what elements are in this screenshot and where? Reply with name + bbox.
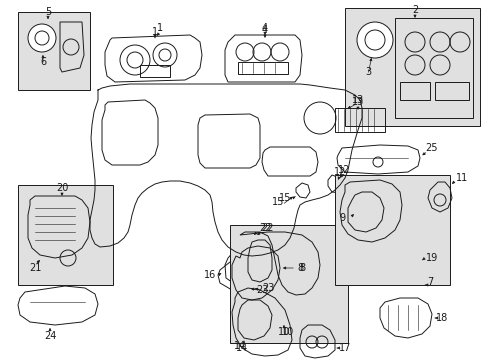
Text: 14: 14 [233,341,245,351]
Text: 22: 22 [261,223,274,233]
Bar [387,252,419,274]
Bar [345,8,479,126]
Circle shape [28,24,56,52]
Text: 1: 1 [152,27,158,37]
Text: 8: 8 [296,263,303,273]
Text: 4: 4 [262,23,267,33]
Bar [229,225,347,343]
Text: 25: 25 [425,143,437,153]
Text: 13: 13 [351,97,364,107]
Text: 22: 22 [258,223,271,233]
Bar [242,235,264,257]
Text: 14: 14 [235,343,247,353]
Text: 23: 23 [255,285,267,295]
Bar [434,82,468,100]
Bar [399,82,429,100]
Text: 19: 19 [425,253,437,263]
Text: 23: 23 [261,283,274,293]
Text: 2: 2 [411,5,417,15]
Text: 1: 1 [157,23,163,33]
Text: 3: 3 [364,67,370,77]
Text: 5: 5 [45,7,51,17]
Text: 15: 15 [278,193,290,203]
Text: 24: 24 [44,331,56,341]
Bar [334,175,449,285]
Text: 12: 12 [337,165,349,175]
Text: 21: 21 [29,263,41,273]
Text: 4: 4 [262,25,267,35]
Text: 8: 8 [298,263,305,273]
Text: 12: 12 [333,167,346,177]
Text: 9: 9 [338,213,345,223]
Text: 17: 17 [338,343,350,353]
Bar [334,108,384,132]
Text: 10: 10 [277,327,289,337]
Bar [391,255,415,271]
Text: 13: 13 [351,95,364,105]
Bar [238,62,287,74]
Bar [18,12,90,90]
Bar [140,65,170,77]
Text: 10: 10 [281,327,293,337]
Circle shape [356,22,392,58]
Text: 7: 7 [426,277,432,287]
Bar [18,185,113,285]
Text: 15: 15 [271,197,284,207]
Text: 18: 18 [435,313,447,323]
Text: 20: 20 [56,183,68,193]
Bar [244,237,262,255]
Bar [394,18,472,118]
Text: 16: 16 [203,270,216,280]
Text: 6: 6 [40,57,46,67]
Text: 11: 11 [455,173,467,183]
